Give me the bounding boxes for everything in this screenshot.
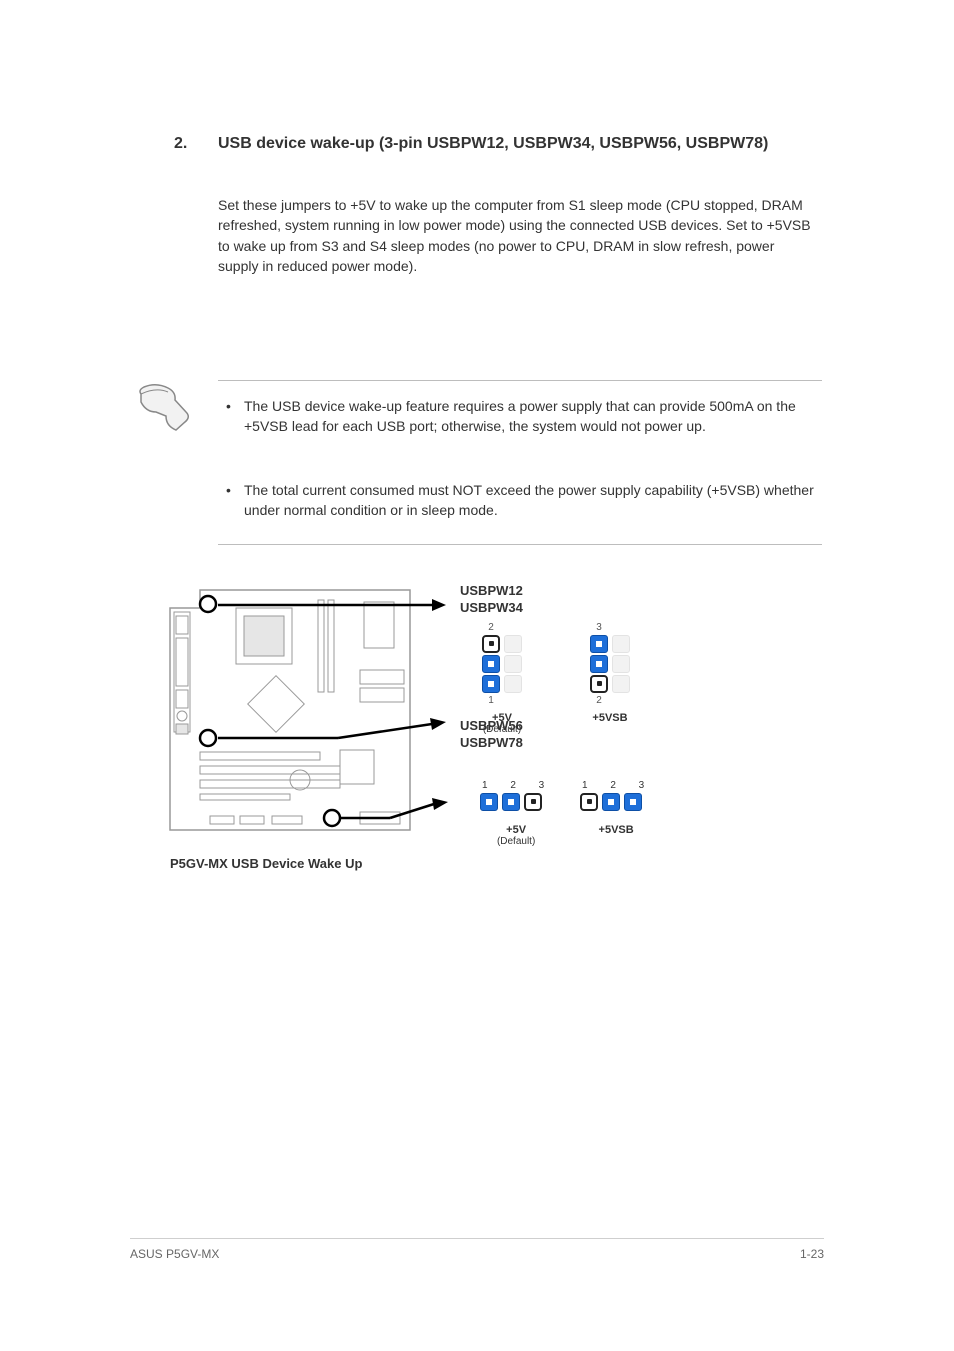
label-usbpw12: USBPW12 (460, 583, 523, 598)
arrow-mid (218, 716, 448, 752)
diagram-caption: P5GV-MX USB Device Wake Up (170, 856, 362, 871)
arrow-bottom (340, 790, 450, 834)
footer-left: ASUS P5GV-MX (130, 1247, 219, 1261)
jumper-bl-pins: 1 2 3 (482, 780, 554, 791)
note-bullet-2: • The total current consumed must NOT ex… (244, 480, 822, 521)
jumper-top-right: 3 2 +5VSB (588, 622, 632, 724)
note-bullet-1-text: The USB device wake-up feature requires … (244, 398, 796, 434)
label-usbpw34: USBPW34 (460, 600, 523, 615)
arrow-top (218, 597, 448, 613)
note-rule-bottom (218, 544, 822, 545)
pin-label-2: 2 (482, 622, 500, 633)
note-bullet-2-text: The total current consumed must NOT exce… (244, 482, 814, 518)
jumper-bl-sub: (Default) (478, 836, 554, 847)
note-bullet-1: • The USB device wake-up feature require… (244, 396, 822, 437)
section-paragraph: Set these jumpers to +5V to wake up the … (218, 195, 818, 276)
label-usbpw56: USBPW56 (460, 718, 523, 733)
section-number: 2. (174, 135, 187, 153)
jumper-br-header: +5VSB (578, 824, 654, 836)
label-usbpw78: USBPW78 (460, 735, 523, 750)
footer-right: 1-23 (800, 1247, 824, 1261)
section-title: USB device wake-up (3-pin USBPW12, USBPW… (218, 135, 798, 153)
pin-label-2b: 2 (590, 695, 608, 706)
jumper-br-pins: 1 2 3 (582, 780, 654, 791)
jumper-top-right-header: +5VSB (588, 712, 632, 724)
page-footer: ASUS P5GV-MX 1-23 (130, 1238, 824, 1261)
note-hand-icon (136, 382, 196, 432)
note-rule-top (218, 380, 822, 381)
jumper-bottom-left: 1 2 3 +5V (Default) (478, 780, 554, 847)
pin-label-1: 1 (482, 695, 500, 706)
pin-label-3: 3 (590, 622, 608, 633)
jumper-bottom-right: 1 2 3 +5VSB (578, 780, 654, 836)
jumper-bl-header: +5V (478, 824, 554, 836)
